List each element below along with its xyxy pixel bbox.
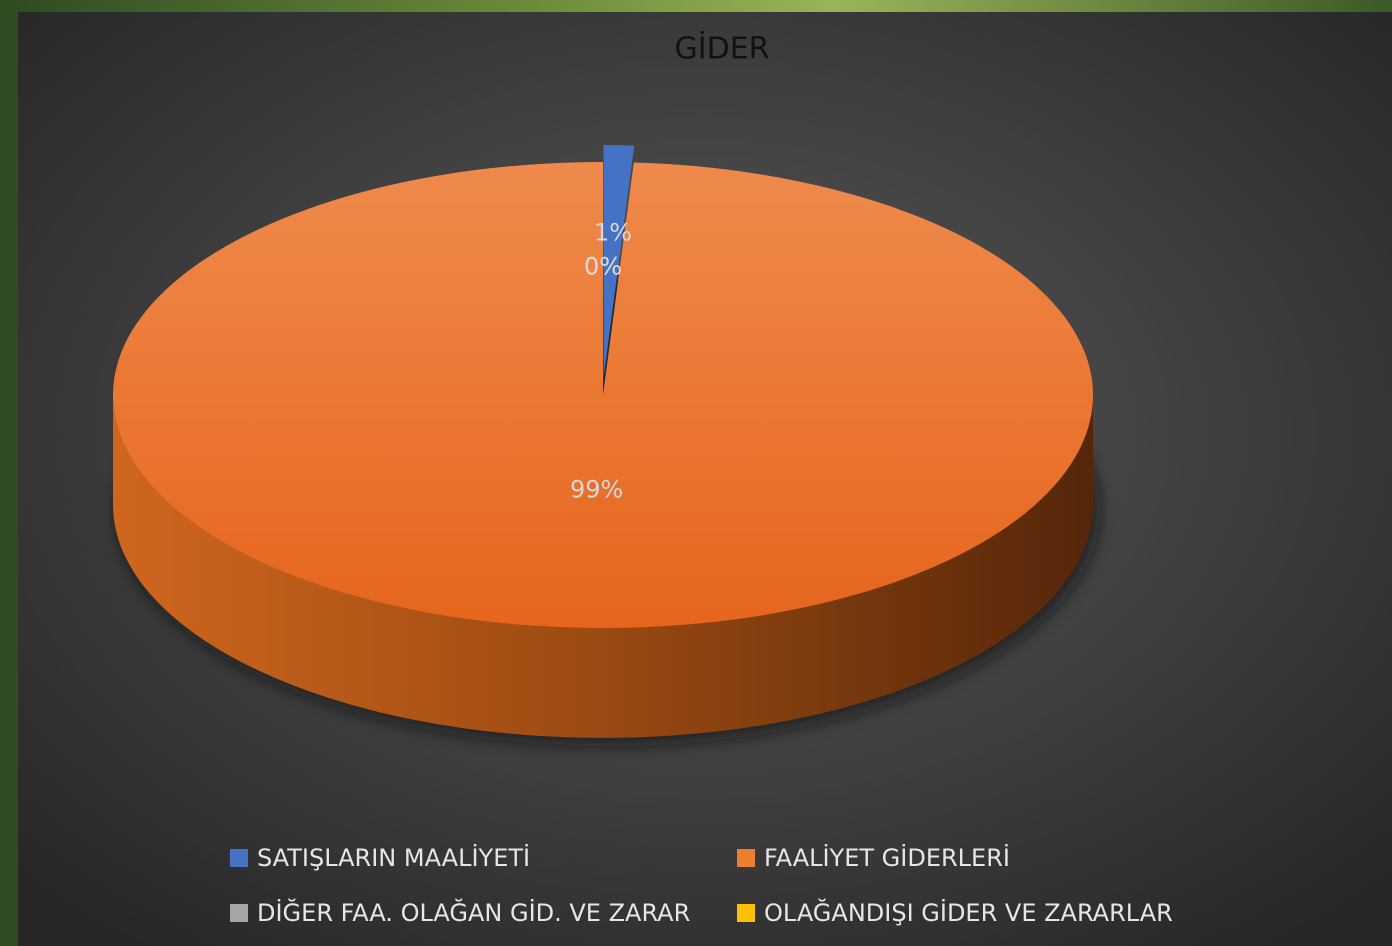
pie-slice-side <box>113 395 1093 738</box>
chart-title: GİDER <box>675 31 770 67</box>
data-label: 99% <box>570 475 623 503</box>
legend-label: FAALİYET GİDERLERİ <box>764 843 1010 872</box>
legend-label: OLAĞANDIŞI GİDER VE ZARARLAR <box>764 897 1173 927</box>
data-label: 1% <box>594 219 632 247</box>
legend-swatch <box>230 904 248 922</box>
legend-swatch <box>230 849 248 867</box>
legend: SATIŞLARIN MAALİYETİ FAALİYET GİDERLERİ Dİ… <box>230 843 1173 927</box>
pie-slice <box>112 162 1093 628</box>
legend-swatch <box>737 849 755 867</box>
legend-swatch <box>737 904 755 922</box>
legend-label: SATIŞLARIN MAALİYETİ <box>257 843 530 872</box>
data-label: 0% <box>584 253 622 281</box>
pie-slice <box>603 145 635 379</box>
legend-label: DİĞER FAA. OLAĞAN GİD. VE ZARAR <box>257 897 690 927</box>
data-label: 0% <box>584 253 622 281</box>
pie: 1%99%0%0% <box>112 145 1093 738</box>
